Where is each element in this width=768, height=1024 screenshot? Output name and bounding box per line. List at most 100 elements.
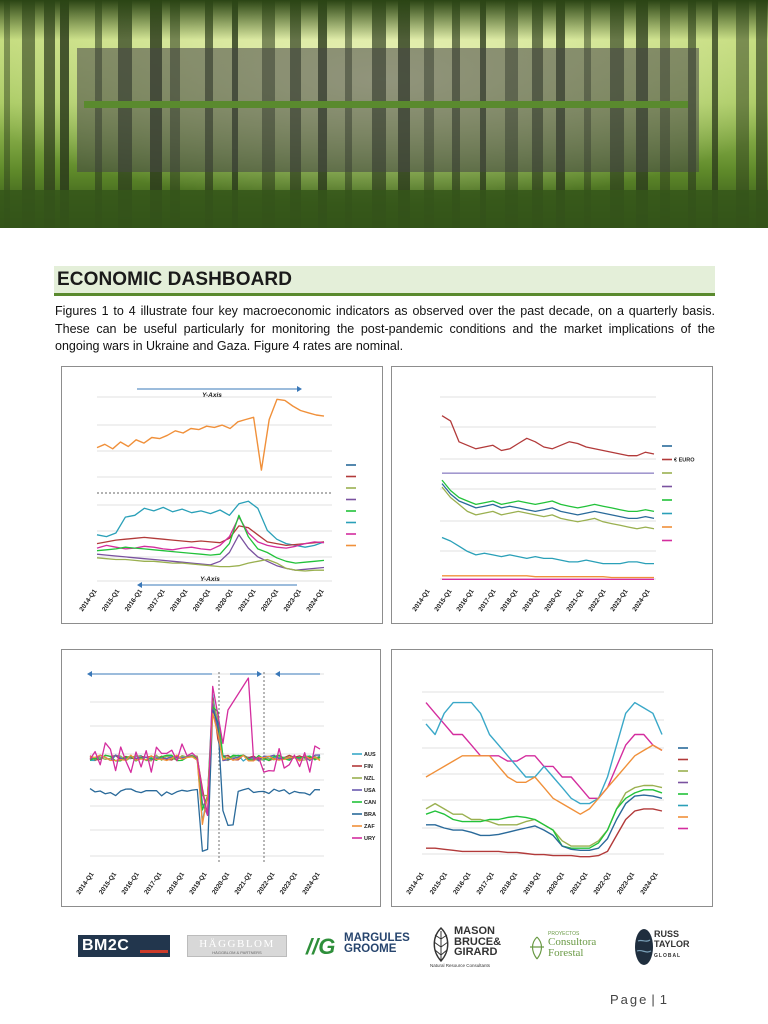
x-tick-label: 2024-Q1 <box>305 588 325 613</box>
x-tick-label: 2015-Q1 <box>101 588 121 613</box>
x-tick-label: 2016-Q1 <box>455 588 475 613</box>
pf-line-2: Forestal <box>548 947 584 959</box>
series-line <box>96 398 325 471</box>
x-tick-label: 2018-Q1 <box>499 871 519 896</box>
upper-arrow-head <box>297 386 302 392</box>
rt-line-1: RUSS <box>654 929 680 939</box>
figure-2-svg: 2014-Q1 2015-Q1 2016-Q1 2017-Q1 2018-Q1 2019-… <box>411 396 695 613</box>
x-tick-label: 2014-Q1 <box>411 588 431 613</box>
page-title: ECONOMIC DASHBOARD <box>57 269 293 290</box>
series-line <box>425 744 663 815</box>
x-tick-label: 2024-Q1 <box>639 871 659 896</box>
x-tick-label: 2015-Q1 <box>98 871 118 896</box>
mbg-logo-text: MASON BRUCE& GIRARD <box>454 926 501 958</box>
globe-icon <box>635 929 653 965</box>
mbg-line-2: BRUCE& <box>454 935 502 948</box>
margules-mark-icon: //G <box>306 934 336 959</box>
x-tick-label: 2020-Q1 <box>215 588 235 613</box>
mbg-line-3: GIRARD <box>454 946 498 958</box>
x-tick-label: 2015-Q1 <box>433 588 453 613</box>
legend-label: BRA <box>364 812 376 818</box>
tree-icon <box>530 936 544 960</box>
haggblom-logo-subtext: HÄGGBLOM & PARTNERS <box>212 950 262 955</box>
x-tick-label: 2023-Q1 <box>616 871 636 896</box>
tree-trunk <box>22 0 35 228</box>
series-line <box>426 794 663 852</box>
figure-4-svg: 2014-Q1 2015-Q1 2016-Q1 2017-Q1 2018-Q1 2019-… <box>405 691 688 896</box>
x-tick-label: 2024-Q1 <box>301 871 321 896</box>
page-footer: Page | 1 <box>610 992 667 1007</box>
page-separator: | <box>651 992 657 1007</box>
haggblom-logo: HÄGGBLOM HÄGGBLOM & PARTNERS <box>187 935 287 957</box>
tree-trunk <box>4 0 10 228</box>
x-tick-label: 2022-Q1 <box>587 588 607 613</box>
x-tick-label: 2019-Q1 <box>192 588 212 613</box>
pf-logo-top: PROYECTOS <box>548 931 580 937</box>
series-line <box>425 784 663 847</box>
mason-bruce-girard-logo: MASON BRUCE& GIRARD Natural Resource Con… <box>430 925 510 971</box>
series-line <box>89 677 321 816</box>
x-tick-label: 2023-Q1 <box>279 871 299 896</box>
series-line <box>441 483 655 520</box>
x-tick-label: 2019-Q1 <box>521 588 541 613</box>
tree-trunk <box>736 0 749 228</box>
x-tick-label: 2015-Q1 <box>429 871 449 896</box>
series-line <box>426 808 663 858</box>
rt-line-3: GLOBAL <box>654 953 682 959</box>
section-title-bar: ECONOMIC DASHBOARD <box>54 266 715 296</box>
x-tick-label: 2019-Q1 <box>188 871 208 896</box>
upper-axis-label: Y-Axis <box>202 392 222 399</box>
x-tick-label: 2018-Q1 <box>499 588 519 613</box>
series-line <box>96 557 324 572</box>
proyectos-forestales-logo: PROYECTOS Consultora Forestal <box>528 931 608 965</box>
x-tick-label: 2022-Q1 <box>256 871 276 896</box>
x-tick-label: 2023-Q1 <box>609 588 629 613</box>
x-tick-label: 2022-Q1 <box>593 871 613 896</box>
x-tick-label: 2014-Q1 <box>78 588 98 613</box>
rt-line-2: TAYLOR <box>654 939 690 949</box>
series-line <box>441 415 655 457</box>
legend-label: CAN <box>364 800 376 806</box>
mbg-logo-subtext: Natural Resource Consultants <box>430 963 491 968</box>
banner-overlay-box <box>77 48 699 172</box>
x-tick-label: 2021-Q1 <box>569 871 589 896</box>
x-tick-label: 2019-Q1 <box>522 871 542 896</box>
rt-logo-text: RUSS TAYLOR GLOBAL <box>654 929 690 961</box>
x-tick-label: 2017-Q1 <box>476 871 496 896</box>
forest-banner-image <box>0 0 768 228</box>
legend-label: AUS <box>364 752 376 758</box>
series-line <box>89 712 321 826</box>
bm2c-logo-text: BM2C <box>82 937 130 954</box>
figure-3-chart: 2014-Q1 2015-Q1 2016-Q1 2017-Q1 2018-Q1 2019-… <box>61 649 381 907</box>
figure-1-chart: Y-Axis Y-Axis 2014-Q1 2015-Q1 2016-Q1 2017-Q1… <box>61 366 383 624</box>
period-arrow-head <box>275 671 280 677</box>
haggblom-logo-text: HÄGGBLOM <box>199 938 275 950</box>
russ-taylor-logo: RUSS TAYLOR GLOBAL <box>634 925 694 971</box>
pf-logo-text: Consultora Forestal <box>548 937 596 959</box>
x-tick-label: 2022-Q1 <box>260 588 280 613</box>
x-tick-label: 2016-Q1 <box>124 588 144 613</box>
series-line <box>425 789 663 849</box>
margules-line-2: GROOME <box>344 943 397 955</box>
period-arrow-head <box>87 671 92 677</box>
x-tick-label: 2020-Q1 <box>211 871 231 896</box>
series-line <box>96 534 325 571</box>
mbg-line-1: MASON <box>454 925 495 937</box>
x-tick-label: 2023-Q1 <box>283 588 303 613</box>
figure-3-svg: 2014-Q1 2015-Q1 2016-Q1 2017-Q1 2018-Q1 2019-… <box>75 671 376 896</box>
series-line <box>441 479 655 513</box>
legend-label: € EURO <box>674 458 695 464</box>
x-tick-label: 2014-Q1 <box>75 871 95 896</box>
x-tick-label: 2017-Q1 <box>143 871 163 896</box>
x-tick-label: 2020-Q1 <box>546 871 566 896</box>
partner-logos-row: BM2C HÄGGBLOM HÄGGBLOM & PARTNERS //G MA… <box>78 925 694 971</box>
x-tick-label: 2018-Q1 <box>166 871 186 896</box>
series-line <box>96 500 325 548</box>
series-line <box>425 701 663 805</box>
x-tick-label: 2016-Q1 <box>452 871 472 896</box>
x-tick-label: 2016-Q1 <box>121 871 141 896</box>
margules-line-1: MARGULES <box>344 932 410 944</box>
x-tick-label: 2017-Q1 <box>477 588 497 613</box>
legend-label: USA <box>364 788 376 794</box>
series-line <box>441 486 655 530</box>
